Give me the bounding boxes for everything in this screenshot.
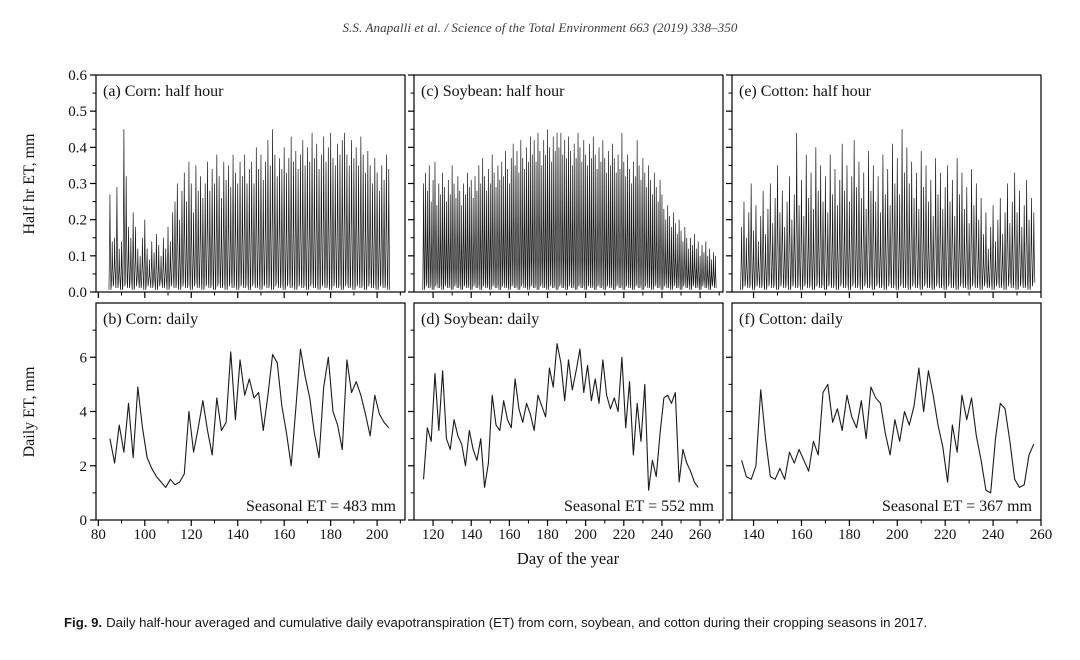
seasonal-annotation: Seasonal ET = 552 mm bbox=[564, 498, 715, 515]
panel-title: (b) Corn: daily bbox=[103, 311, 198, 328]
y-ticks bbox=[408, 329, 414, 521]
panel-a-corn-half-hour: 0.0 0.1 0.2 0.3 0.4 0.5 0.6 (a) Corn: half hour bbox=[68, 68, 406, 301]
seasonal-annotation: Seasonal ET = 483 mm bbox=[246, 498, 397, 515]
x-ticks bbox=[97, 520, 401, 526]
x-ticks bbox=[432, 292, 720, 298]
y-ticks bbox=[90, 74, 96, 293]
x-tick-label: 220 bbox=[934, 527, 957, 543]
figure-caption: Fig. 9. Daily half-hour averaged and cumu… bbox=[64, 615, 1054, 630]
y-ticks bbox=[408, 74, 414, 293]
x-ticks bbox=[432, 520, 720, 526]
x-axis-title: Day of the year bbox=[517, 549, 620, 568]
y-tick-label: 6 bbox=[80, 350, 88, 366]
y-ticks bbox=[90, 329, 96, 521]
x-tick-label: 160 bbox=[273, 527, 296, 543]
y-tick-labels: 0.0 0.1 0.2 0.3 0.4 0.5 0.6 bbox=[68, 68, 87, 301]
y-tick-label: 0.5 bbox=[68, 104, 87, 120]
y-tick-label: 0.0 bbox=[68, 285, 87, 301]
x-tick-label: 200 bbox=[366, 527, 389, 543]
halfhour-et-trace bbox=[108, 129, 391, 290]
daily-et-trace bbox=[422, 343, 699, 491]
x-tick-label: 140 bbox=[226, 527, 249, 543]
panel-title: (a) Corn: half hour bbox=[103, 83, 224, 100]
daily-et-trace bbox=[109, 348, 390, 488]
x-tick-label: 240 bbox=[651, 527, 674, 543]
y-tick-label: 0.1 bbox=[68, 249, 87, 265]
x-tick-label: 180 bbox=[838, 527, 861, 543]
panel-d-soybean-daily: 120 140 160 180 200 220 240 260 (d) Soybean: dai… bbox=[408, 302, 724, 543]
x-tick-label: 120 bbox=[422, 527, 445, 543]
x-ticks bbox=[97, 292, 401, 298]
halfhour-et-trace bbox=[422, 129, 717, 290]
panel-b-corn-daily: 80 100 120 140 160 180 200 0 2 4 6 (b) Corn: daily S… bbox=[80, 302, 406, 543]
y-tick-label: 4 bbox=[80, 405, 88, 421]
x-tick-label: 240 bbox=[982, 527, 1005, 543]
caption-text: Daily half-hour averaged and cumulative … bbox=[106, 615, 928, 630]
x-tick-labels: 140 160 180 200 220 240 260 bbox=[742, 527, 1052, 543]
daily-et-trace bbox=[741, 367, 1035, 494]
x-ticks bbox=[752, 520, 1042, 526]
x-tick-label: 180 bbox=[319, 527, 342, 543]
y-tick-labels: 0 2 4 6 bbox=[80, 350, 88, 529]
panel-f-cotton-daily: 140 160 180 200 220 240 260 (f) Cotton: daily Se… bbox=[726, 302, 1052, 543]
x-tick-label: 120 bbox=[180, 527, 203, 543]
panel-title: (e) Cotton: half hour bbox=[739, 83, 872, 100]
x-tick-labels: 80 100 120 140 160 180 200 bbox=[91, 527, 389, 543]
panel-title: (f) Cotton: daily bbox=[739, 311, 843, 328]
seasonal-annotation: Seasonal ET = 367 mm bbox=[882, 498, 1033, 515]
y-tick-label: 0.4 bbox=[68, 140, 87, 156]
x-ticks bbox=[752, 292, 1042, 298]
x-tick-label: 140 bbox=[460, 527, 483, 543]
running-head: S.S. Anapalli et al. / Science of the To… bbox=[342, 20, 738, 35]
x-tick-label: 100 bbox=[134, 527, 157, 543]
x-tick-label: 160 bbox=[790, 527, 813, 543]
x-tick-label: 140 bbox=[742, 527, 765, 543]
y-tick-label: 2 bbox=[80, 459, 88, 475]
x-tick-label: 200 bbox=[886, 527, 909, 543]
y-tick-label: 0.3 bbox=[68, 177, 87, 193]
x-tick-label: 180 bbox=[536, 527, 559, 543]
x-tick-label: 260 bbox=[689, 527, 712, 543]
x-tick-label: 160 bbox=[498, 527, 521, 543]
y-axis-title-bottom: Daily ET, mm bbox=[21, 366, 38, 457]
y-axis-title-top: Half hr ET, mm bbox=[21, 133, 38, 235]
y-ticks bbox=[726, 74, 732, 293]
halfhour-et-trace bbox=[740, 129, 1036, 290]
y-tick-label: 0.6 bbox=[68, 68, 87, 84]
x-tick-label: 80 bbox=[91, 527, 106, 543]
x-tick-label: 200 bbox=[574, 527, 597, 543]
y-tick-label: 0 bbox=[80, 513, 88, 529]
x-tick-label: 260 bbox=[1030, 527, 1053, 543]
y-tick-label: 0.2 bbox=[68, 213, 87, 229]
panel-frame bbox=[731, 302, 1042, 521]
panel-title: (d) Soybean: daily bbox=[421, 311, 539, 328]
y-ticks bbox=[726, 329, 732, 521]
panel-title: (c) Soybean: half hour bbox=[421, 83, 565, 100]
x-tick-label: 220 bbox=[613, 527, 636, 543]
caption-label: Fig. 9. bbox=[64, 615, 103, 630]
x-tick-labels: 120 140 160 180 200 220 240 260 bbox=[422, 527, 712, 543]
panel-e-cotton-half-hour: (e) Cotton: half hour bbox=[726, 74, 1042, 298]
panel-c-soybean-half-hour: (c) Soybean: half hour bbox=[408, 74, 724, 298]
panel-frame bbox=[95, 302, 406, 521]
